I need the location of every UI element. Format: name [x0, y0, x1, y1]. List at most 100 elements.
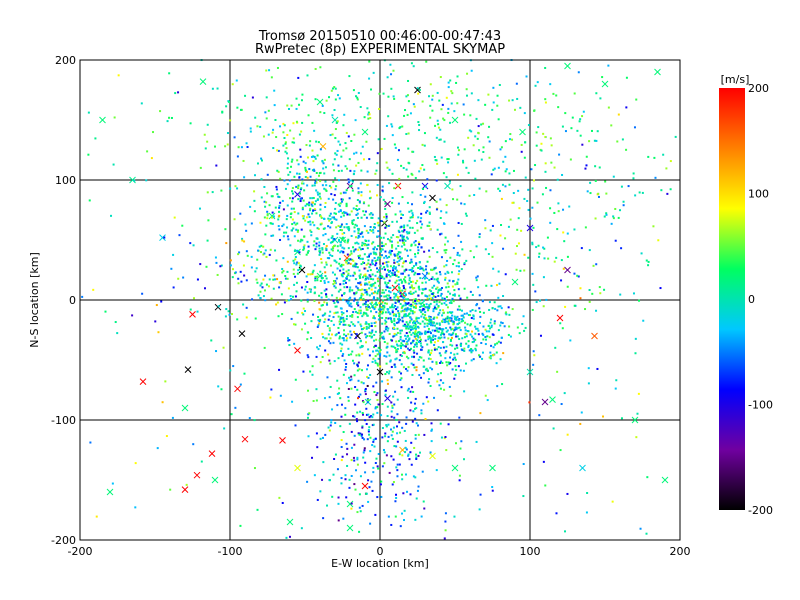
- data-point-dot: [459, 297, 462, 300]
- data-point-dot: [458, 338, 461, 341]
- data-point-dot: [235, 79, 238, 82]
- data-point-dot: [569, 158, 572, 161]
- data-point-dot: [345, 205, 348, 208]
- data-point-dot: [461, 309, 464, 312]
- data-point-dot: [264, 233, 267, 236]
- data-point-dot: [497, 187, 500, 190]
- data-point-dot: [224, 228, 227, 231]
- data-point-dot: [363, 225, 366, 228]
- data-point-dot: [245, 279, 248, 282]
- data-point-dot: [294, 378, 297, 381]
- data-point-dot: [339, 209, 342, 212]
- data-point-dot: [307, 245, 310, 248]
- data-point-dot: [392, 326, 395, 329]
- data-point-dot: [383, 451, 386, 454]
- data-point-dot: [404, 334, 407, 337]
- data-point-dot: [396, 274, 399, 277]
- data-point-dot: [365, 307, 368, 310]
- data-point-dot: [403, 241, 406, 244]
- data-point-dot: [472, 144, 475, 147]
- data-point-dot: [316, 198, 319, 201]
- data-point-dot: [421, 100, 424, 103]
- data-point-dot: [226, 143, 229, 146]
- data-point-dot: [431, 286, 434, 289]
- data-point-dot: [379, 348, 382, 351]
- data-point-dot: [357, 242, 360, 245]
- data-point-dot: [341, 455, 344, 458]
- data-point-dot: [349, 185, 352, 188]
- data-point-dot: [306, 338, 309, 341]
- data-point-dot: [350, 321, 353, 324]
- data-point-dot: [306, 156, 309, 159]
- data-point-dot: [482, 122, 485, 125]
- data-point-dot: [406, 94, 409, 97]
- data-point-dot: [451, 92, 454, 95]
- data-point-dot: [464, 329, 467, 332]
- data-point-dot: [361, 231, 364, 234]
- data-point-dot: [328, 429, 331, 432]
- data-point-dot: [369, 252, 372, 255]
- data-point-dot: [435, 361, 438, 364]
- data-point-dot: [372, 296, 375, 299]
- data-point-dot: [459, 329, 462, 332]
- data-point-dot: [379, 333, 382, 336]
- data-point-dot: [579, 118, 582, 121]
- data-point-dot: [427, 381, 430, 384]
- data-point-dot: [346, 240, 349, 243]
- data-point-dot: [377, 244, 380, 247]
- data-point-dot: [375, 301, 378, 304]
- data-point-dot: [420, 376, 423, 379]
- data-point-dot: [304, 285, 307, 288]
- data-point-dot: [263, 289, 266, 292]
- data-point-dot: [430, 429, 433, 432]
- data-point-dot: [355, 285, 358, 288]
- data-point-dot: [415, 345, 418, 348]
- data-point-dot: [272, 234, 275, 237]
- data-point-dot: [390, 376, 393, 379]
- data-point-dot: [518, 207, 521, 210]
- data-point-dot: [484, 328, 487, 331]
- data-point-dot: [491, 255, 494, 258]
- data-point-dot: [390, 321, 393, 324]
- data-point-dot: [635, 436, 638, 439]
- data-point-dot: [335, 261, 338, 264]
- data-point-dot: [380, 480, 383, 483]
- data-point-dot: [401, 478, 404, 481]
- data-point-dot: [388, 294, 391, 297]
- data-point-dot: [431, 109, 434, 112]
- data-point-dot: [367, 231, 370, 234]
- data-point-dot: [302, 182, 305, 185]
- data-point-dot: [463, 336, 466, 339]
- data-point-dot: [320, 261, 323, 264]
- data-point-dot: [383, 216, 386, 219]
- data-point-dot: [465, 342, 468, 345]
- data-point-dot: [533, 354, 536, 357]
- data-point-dot: [599, 292, 602, 295]
- data-point-dot: [491, 489, 494, 492]
- data-point-dot: [383, 305, 386, 308]
- data-point-dot: [353, 443, 356, 446]
- data-point-dot: [529, 217, 532, 220]
- data-point-dot: [424, 268, 427, 271]
- data-point-dot: [401, 230, 404, 233]
- data-point-dot: [447, 158, 450, 161]
- data-point-dot: [406, 237, 409, 240]
- data-point-dot: [278, 496, 281, 499]
- data-point-dot: [368, 416, 371, 419]
- data-point-dot: [281, 501, 284, 504]
- data-point-dot: [226, 132, 229, 135]
- data-point-dot: [348, 324, 351, 327]
- data-point-dot: [334, 137, 337, 140]
- data-point-dot: [418, 170, 421, 173]
- data-point-dot: [327, 333, 330, 336]
- data-point-dot: [329, 385, 332, 388]
- data-point-dot: [407, 387, 410, 390]
- data-point-dot: [418, 374, 421, 377]
- data-point-dot: [436, 91, 439, 94]
- data-point-dot: [404, 279, 407, 282]
- data-point-dot: [569, 339, 572, 342]
- data-point-dot: [344, 365, 347, 368]
- data-point-dot: [419, 167, 422, 170]
- data-point-dot: [141, 292, 144, 295]
- data-point-dot: [375, 169, 378, 172]
